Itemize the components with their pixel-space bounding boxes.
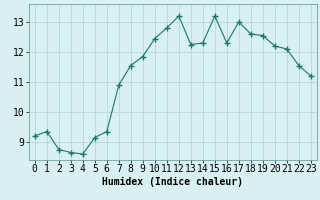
X-axis label: Humidex (Indice chaleur): Humidex (Indice chaleur) [102, 177, 243, 187]
